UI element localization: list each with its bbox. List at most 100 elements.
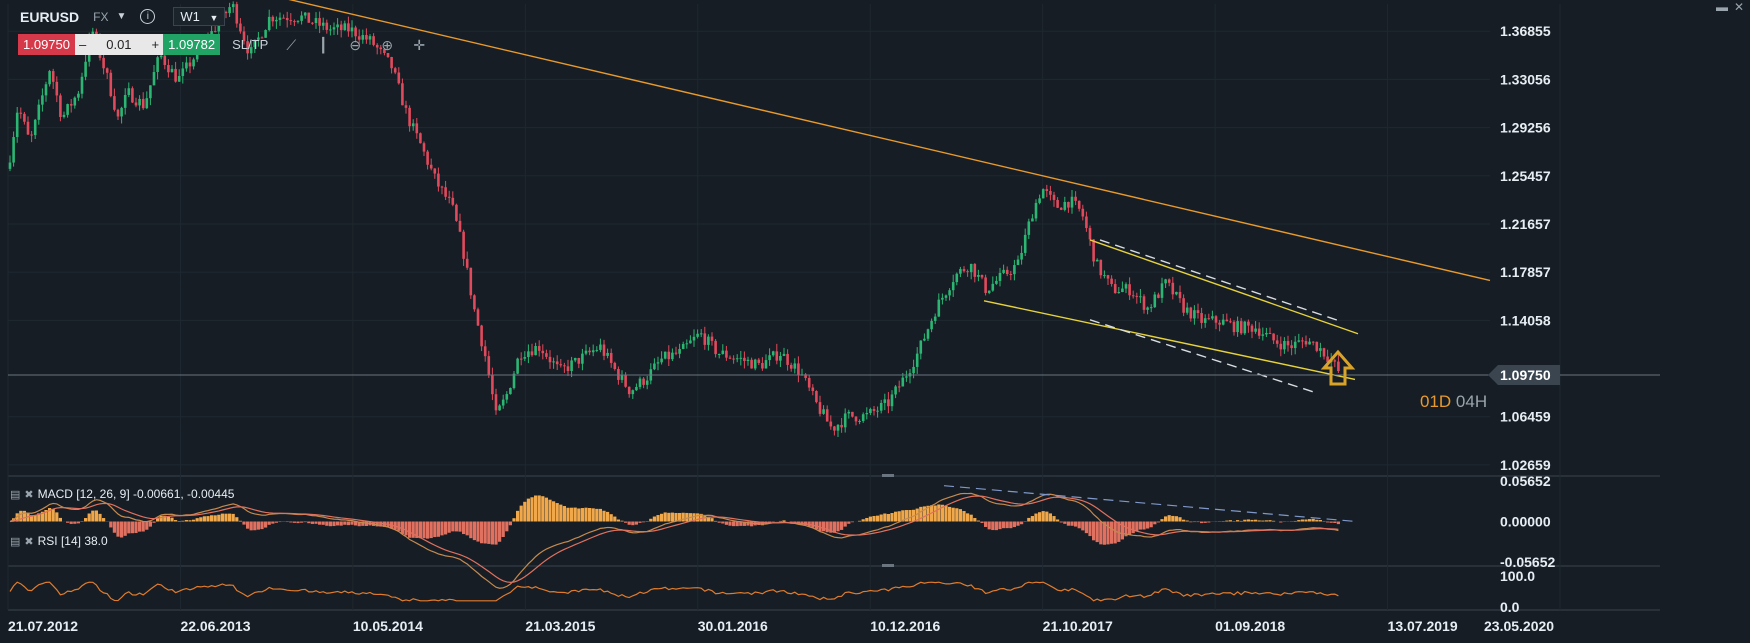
candle-body xyxy=(113,96,116,110)
macd-histogram-bar xyxy=(717,521,721,523)
candle-body xyxy=(127,88,131,96)
buy-price-button[interactable]: 1.09782 xyxy=(163,34,221,55)
macd-histogram-bar xyxy=(570,507,574,522)
macd-histogram-bar xyxy=(760,521,764,526)
zoom-in-icon[interactable]: ⊕ xyxy=(381,36,394,53)
candle-body xyxy=(1236,321,1239,333)
candle-body xyxy=(282,17,285,19)
macd-histogram-bar xyxy=(1311,518,1315,522)
macd-histogram-bar xyxy=(537,495,541,522)
candle-body xyxy=(944,295,948,298)
candle-body xyxy=(401,83,404,106)
sell-price-button[interactable]: 1.09750 xyxy=(18,34,75,55)
candle-body xyxy=(12,137,15,163)
macd-histogram-bar xyxy=(663,512,667,522)
trendline-channel-lower[interactable] xyxy=(983,300,1356,381)
candle-body xyxy=(721,350,725,354)
candle-body xyxy=(163,55,167,66)
macd-line xyxy=(9,492,1339,589)
macd-histogram-bar xyxy=(174,520,178,522)
macd-histogram-bar xyxy=(1059,521,1063,523)
candle-body xyxy=(1167,279,1171,283)
line-chart-icon[interactable]: ⟋ xyxy=(286,36,297,53)
macd-histogram-bar xyxy=(1257,520,1261,522)
macd-histogram-bar xyxy=(739,521,743,526)
candle-body xyxy=(735,358,739,360)
candle-body xyxy=(159,55,163,58)
candle-body xyxy=(170,68,174,73)
candle-body xyxy=(707,336,710,345)
timeframe-select[interactable]: W1 ▼ xyxy=(173,7,226,26)
macd-histogram-bar xyxy=(87,513,91,522)
maximize-icon[interactable]: ▬ xyxy=(1715,0,1728,14)
chevron-down-icon[interactable]: ▼ xyxy=(116,11,127,22)
macd-histogram-bar xyxy=(886,513,890,522)
macd-histogram-bar xyxy=(714,520,718,522)
date-tick-label: 21.10.2017 xyxy=(1043,618,1113,634)
candle-body xyxy=(1135,295,1139,297)
candle-body xyxy=(44,84,48,96)
candle-body xyxy=(1182,298,1185,313)
macd-histogram-bar xyxy=(84,518,88,522)
candle-body xyxy=(1315,341,1319,351)
macd-histogram-bar xyxy=(73,521,77,524)
macd-histogram-bar xyxy=(1304,519,1308,522)
macd-histogram-bar xyxy=(868,516,872,522)
symbol-name[interactable]: EURUSD xyxy=(20,8,80,25)
current-price-value: 1.09750 xyxy=(1500,367,1551,383)
candle-body xyxy=(260,37,264,39)
candle-body xyxy=(1059,207,1063,210)
trendlines[interactable] xyxy=(276,0,1491,395)
candles-icon[interactable]: ┃ xyxy=(319,36,328,53)
info-icon[interactable]: i xyxy=(140,9,156,24)
macd-histogram-bar xyxy=(361,521,365,526)
rsi-remove-indicator-icon[interactable]: ✖ xyxy=(24,535,34,548)
macd-histogram-bar xyxy=(1167,515,1171,522)
quantity-stepper[interactable]: – 0.01 + xyxy=(75,34,164,55)
macd-histogram-bar xyxy=(555,503,559,522)
settings-icon[interactable]: ▤ xyxy=(10,488,21,501)
macd-histogram-bar xyxy=(1225,520,1229,522)
quantity-value[interactable]: 0.01 xyxy=(106,37,132,52)
candle-body xyxy=(462,231,465,259)
trendline-channel-lower-dashed[interactable] xyxy=(1089,319,1319,395)
remove-indicator-icon[interactable]: ✖ xyxy=(24,488,34,501)
macd-histogram-bar xyxy=(91,510,95,522)
candle-body xyxy=(397,72,401,84)
candle-body xyxy=(789,364,793,369)
macd-histogram-bar xyxy=(879,514,883,522)
candle-body xyxy=(1211,316,1214,319)
trendline-channel-upper[interactable] xyxy=(1089,239,1359,335)
candle-body xyxy=(498,405,501,411)
macd-resize-handle[interactable] xyxy=(882,564,894,567)
macd-histogram-bar xyxy=(184,520,188,522)
macd-tick-label: 0.00000 xyxy=(1500,514,1551,530)
trendline-channel-upper-dashed[interactable] xyxy=(1099,239,1341,322)
crosshair-icon[interactable]: ✛ xyxy=(413,36,426,53)
trendline-long-term-resistance[interactable] xyxy=(276,0,1491,282)
macd-histogram-bar xyxy=(267,521,271,525)
macd-histogram-bar xyxy=(505,521,509,532)
rsi-settings-icon[interactable]: ▤ xyxy=(10,535,21,548)
candle-body xyxy=(523,357,527,359)
candle-body xyxy=(447,196,451,198)
candle-body xyxy=(714,340,717,355)
zoom-out-icon[interactable]: ⊖ xyxy=(349,36,362,53)
macd-histogram-bar xyxy=(170,517,174,522)
candle-body xyxy=(1041,189,1045,199)
quantity-increase-button[interactable]: + xyxy=(151,37,160,52)
candle-body xyxy=(534,346,537,356)
candle-body xyxy=(541,350,545,354)
main-resize-handle[interactable] xyxy=(882,474,894,477)
macd-histogram-bar xyxy=(822,521,826,532)
macd-histogram-bar xyxy=(829,521,833,533)
close-icon[interactable]: ✕ xyxy=(1733,0,1744,14)
sltp-button[interactable]: SL/TP xyxy=(232,37,269,52)
macd-histogram-bar xyxy=(1178,517,1182,522)
macd-histogram-bar xyxy=(890,513,894,522)
macd-histogram-bar xyxy=(703,516,707,522)
candle-body xyxy=(606,352,609,356)
quantity-decrease-button[interactable]: – xyxy=(79,37,87,52)
macd-histogram-bar xyxy=(966,513,970,522)
